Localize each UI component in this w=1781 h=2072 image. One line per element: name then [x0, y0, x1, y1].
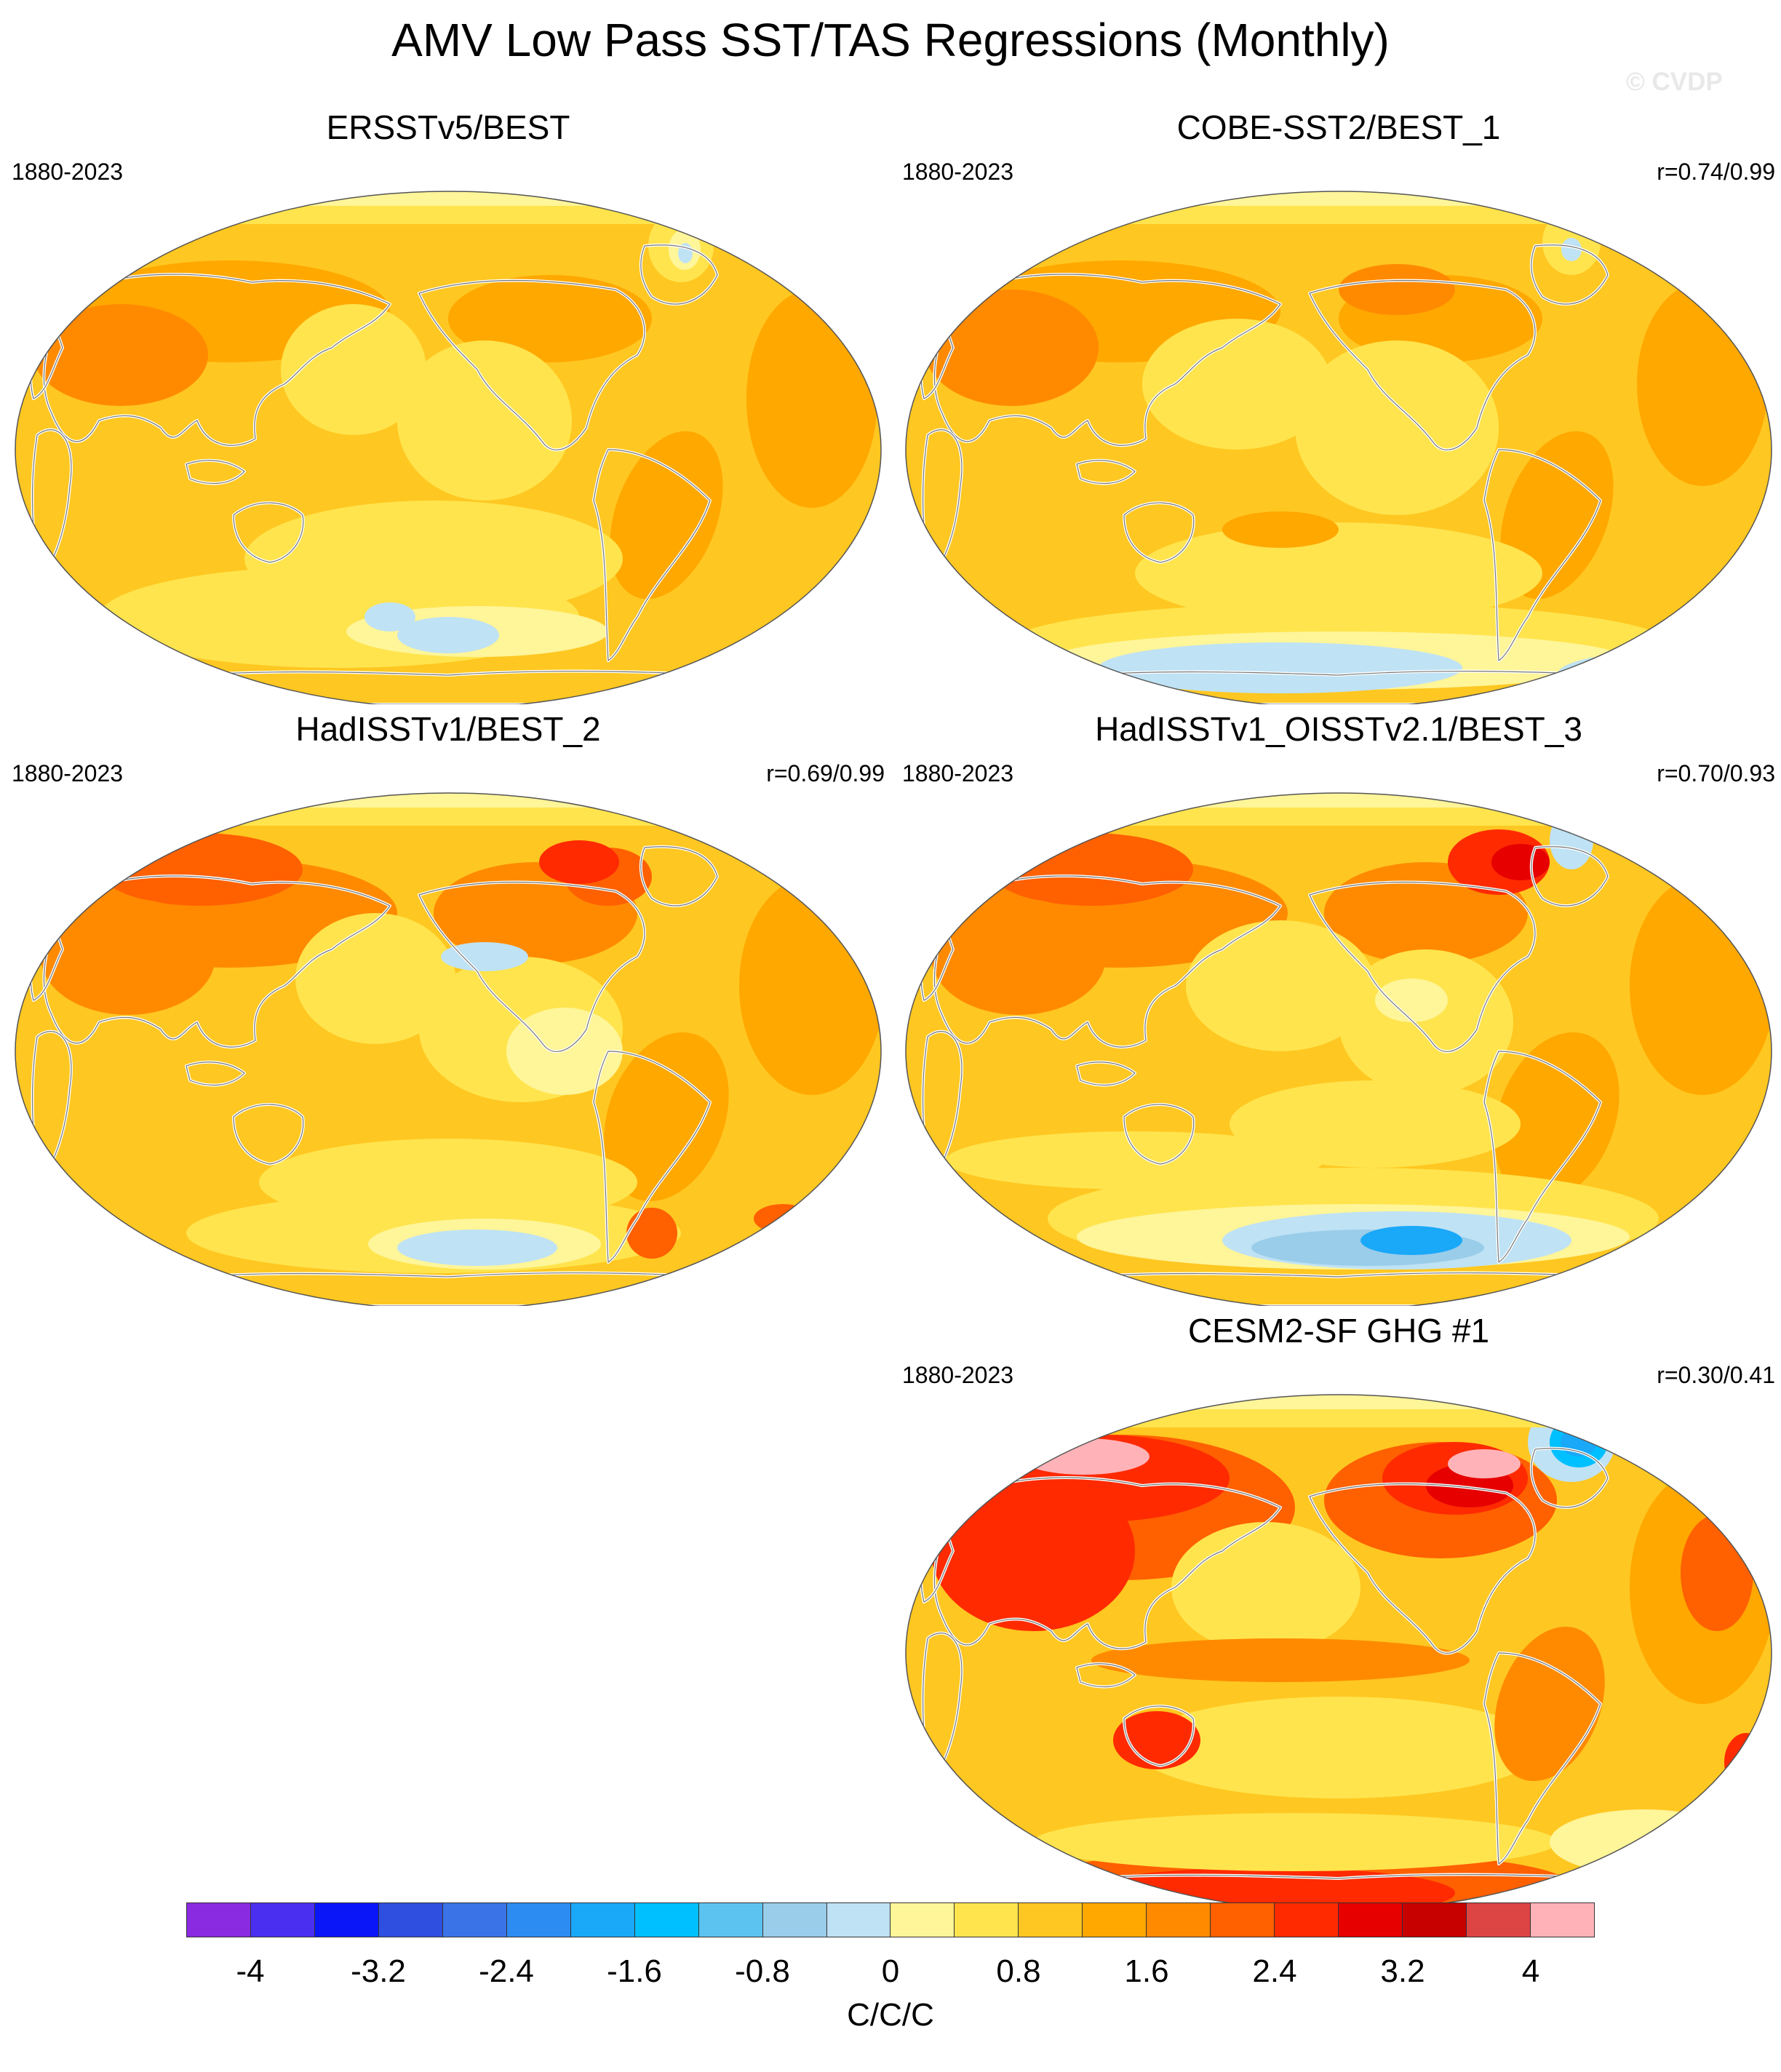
panel-title: HadISSTv1_OISSTv2.1/BEST_3: [1095, 710, 1582, 748]
colorbar-tick-label: -3.2: [351, 1953, 406, 1989]
colorbar-swatch: [442, 1902, 506, 1937]
map-border: [15, 792, 882, 1306]
period-label: 1880-2023: [902, 1362, 1014, 1388]
period-label: 1880-2023: [12, 760, 124, 786]
colorbar-swatch: [698, 1902, 762, 1937]
field-layer: [906, 1395, 1772, 1908]
correlation-label: r=0.74/0.99: [1657, 159, 1775, 185]
colorbar-swatch: [1466, 1902, 1531, 1937]
colorbar-swatch: [570, 1902, 634, 1937]
colorbar-swatch: [762, 1902, 826, 1937]
colorbar-swatch: [954, 1902, 1019, 1937]
correlation-label: r=0.70/0.93: [1657, 760, 1775, 786]
colorbar-swatch: [1274, 1902, 1339, 1937]
colorbar-swatch: [826, 1902, 890, 1937]
colorbar-swatch: [1530, 1902, 1595, 1937]
colorbar-tick-label: 4: [1521, 1953, 1540, 1989]
colorbar-swatch: [314, 1902, 378, 1937]
colorbar-tick-label: 3.2: [1380, 1953, 1425, 1989]
colorbar-tick-label: 1.6: [1124, 1953, 1169, 1989]
colorbar-tick-label: 2.4: [1252, 1953, 1297, 1989]
colorbar-tick-label: 0: [881, 1953, 900, 1989]
correlation-label: r=0.69/0.99: [766, 760, 885, 786]
period-label: 1880-2023: [902, 760, 1014, 786]
colorbar-swatch: [1402, 1902, 1467, 1937]
panel-title: COBE-SST2/BEST_1: [1176, 108, 1501, 146]
colorbar: [186, 1902, 1595, 1937]
colorbar-swatch: [634, 1902, 698, 1937]
colorbar-swatch: [1338, 1902, 1403, 1937]
map-border: [15, 191, 882, 704]
regression-map: [15, 191, 882, 704]
regression-map: [15, 792, 882, 1306]
map-panel-hadisst: HadISSTv1/BEST_2 1880-2023 r=0.69/0.99: [12, 709, 885, 1306]
map-panel-hadisst-oisst: HadISSTv1_OISSTv2.1/BEST_3 1880-2023 r=0…: [902, 709, 1775, 1306]
colorbar-tick-label: -0.8: [735, 1953, 790, 1989]
colorbar-swatch: [186, 1902, 250, 1937]
panel-title: ERSSTv5/BEST: [326, 108, 570, 146]
correlation-label: r=0.30/0.41: [1657, 1362, 1775, 1388]
colorbar-tick-label: -1.6: [607, 1953, 662, 1989]
field-layer: [15, 793, 881, 1306]
colorbar-swatch: [1210, 1902, 1275, 1937]
colorbar-swatch: [1018, 1902, 1083, 1937]
map-border: [905, 792, 1772, 1306]
panel-title: CESM2-SF GHG #1: [1187, 1312, 1490, 1350]
colorbar-tick-label: -2.4: [479, 1953, 534, 1989]
page-title: AMV Low Pass SST/TAS Regressions (Monthl…: [391, 14, 1390, 66]
map-border: [905, 1394, 1772, 1908]
field-layer: [906, 191, 1772, 704]
watermark: © CVDP: [1626, 68, 1723, 96]
panel-title: HadISSTv1/BEST_2: [295, 710, 601, 748]
colorbar-swatch: [378, 1902, 442, 1937]
regression-map: [905, 792, 1772, 1306]
colorbar-swatch: [250, 1902, 314, 1937]
map-panel-cesm2: CESM2-SF GHG #1 1880-2023 r=0.30/0.41: [902, 1311, 1775, 1908]
colorbar-units: C/C/C: [847, 1997, 934, 2033]
map-panel-ersstv5: ERSSTv5/BEST 1880-2023: [12, 108, 885, 704]
period-label: 1880-2023: [902, 159, 1014, 185]
colorbar-swatch: [506, 1902, 570, 1937]
regression-map: [905, 191, 1772, 704]
field-layer: [15, 191, 881, 704]
regression-map: [905, 1394, 1772, 1908]
colorbar-tick-label: -4: [236, 1953, 265, 1989]
map-panel-cobe: COBE-SST2/BEST_1 1880-2023 r=0.74/0.99: [902, 108, 1775, 704]
period-label: 1880-2023: [12, 159, 124, 185]
colorbar-swatch: [890, 1902, 955, 1937]
colorbar-tick-label: 0.8: [996, 1953, 1041, 1989]
map-border: [905, 191, 1772, 704]
colorbar-swatch: [1146, 1902, 1211, 1937]
field-layer: [906, 793, 1772, 1306]
colorbar-swatch: [1082, 1902, 1147, 1937]
